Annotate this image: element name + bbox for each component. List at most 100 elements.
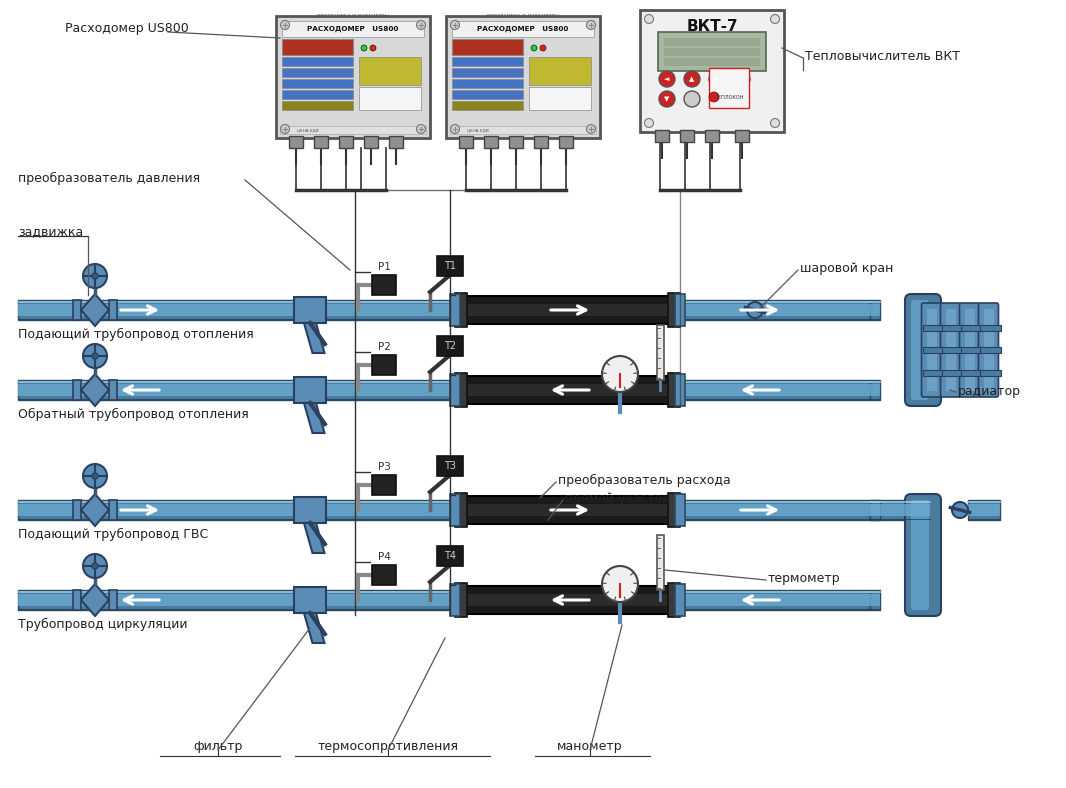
Circle shape [83, 344, 107, 368]
Text: ▼: ▼ [664, 96, 669, 102]
FancyBboxPatch shape [870, 590, 881, 610]
Text: ПРОГРАММНЫЕ ПАРАМЕТРЫ: ПРОГРАММНЫЕ ПАРАМЕТРЫ [317, 14, 389, 19]
Text: радиатор: радиатор [958, 385, 1021, 398]
FancyBboxPatch shape [675, 584, 685, 616]
FancyBboxPatch shape [455, 583, 467, 617]
FancyBboxPatch shape [452, 101, 522, 110]
FancyBboxPatch shape [534, 136, 548, 148]
FancyBboxPatch shape [282, 68, 353, 77]
FancyBboxPatch shape [911, 300, 928, 400]
FancyBboxPatch shape [389, 136, 403, 148]
Circle shape [602, 356, 637, 392]
FancyBboxPatch shape [109, 500, 117, 520]
FancyBboxPatch shape [372, 565, 395, 585]
FancyBboxPatch shape [452, 57, 522, 66]
FancyBboxPatch shape [280, 126, 426, 134]
FancyBboxPatch shape [18, 380, 455, 400]
FancyBboxPatch shape [289, 136, 303, 148]
FancyBboxPatch shape [18, 594, 455, 606]
Polygon shape [304, 613, 324, 643]
FancyBboxPatch shape [922, 325, 943, 330]
Circle shape [540, 45, 546, 51]
FancyBboxPatch shape [960, 347, 982, 353]
FancyBboxPatch shape [484, 136, 498, 148]
Polygon shape [304, 403, 324, 433]
FancyBboxPatch shape [18, 304, 455, 316]
FancyBboxPatch shape [276, 16, 430, 138]
FancyBboxPatch shape [968, 500, 1000, 520]
FancyBboxPatch shape [452, 39, 522, 55]
Circle shape [684, 71, 700, 87]
FancyBboxPatch shape [450, 494, 461, 526]
FancyBboxPatch shape [668, 293, 680, 327]
Text: преобразователь расхода: преобразователь расхода [558, 474, 731, 487]
Circle shape [83, 554, 107, 578]
Polygon shape [294, 297, 326, 323]
Circle shape [451, 125, 459, 133]
Circle shape [771, 14, 779, 24]
Circle shape [684, 91, 700, 107]
Circle shape [83, 464, 107, 488]
Text: Подающий трубопровод ГВС: Подающий трубопровод ГВС [18, 528, 208, 541]
FancyBboxPatch shape [664, 58, 760, 66]
FancyBboxPatch shape [364, 136, 378, 148]
FancyBboxPatch shape [455, 504, 680, 515]
Polygon shape [294, 587, 326, 613]
FancyBboxPatch shape [455, 385, 680, 396]
Circle shape [417, 125, 425, 133]
FancyBboxPatch shape [680, 300, 870, 320]
FancyBboxPatch shape [437, 256, 463, 276]
FancyBboxPatch shape [282, 79, 353, 88]
FancyBboxPatch shape [529, 57, 591, 85]
FancyBboxPatch shape [18, 384, 455, 396]
FancyBboxPatch shape [680, 384, 870, 396]
Circle shape [747, 302, 763, 318]
Circle shape [92, 563, 98, 569]
FancyBboxPatch shape [655, 130, 669, 142]
FancyBboxPatch shape [282, 39, 353, 55]
Circle shape [659, 91, 675, 107]
Circle shape [659, 71, 675, 87]
FancyBboxPatch shape [870, 380, 881, 400]
FancyBboxPatch shape [18, 504, 455, 516]
FancyBboxPatch shape [452, 68, 522, 77]
FancyBboxPatch shape [680, 590, 870, 610]
FancyBboxPatch shape [529, 87, 591, 110]
FancyBboxPatch shape [72, 590, 81, 610]
FancyBboxPatch shape [450, 584, 461, 616]
Circle shape [83, 264, 107, 288]
Polygon shape [81, 584, 109, 616]
Text: ВКТ-7: ВКТ-7 [687, 18, 738, 34]
Text: ПРОГРАММНЫЕ ПАРАМЕТРЫ: ПРОГРАММНЫЕ ПАРАМЕТРЫ [487, 14, 559, 19]
Polygon shape [294, 497, 326, 523]
Text: P1: P1 [377, 262, 390, 272]
FancyBboxPatch shape [941, 370, 963, 376]
FancyBboxPatch shape [675, 374, 685, 406]
Text: ►: ► [714, 76, 720, 82]
Text: термосопротивления: термосопротивления [318, 740, 458, 753]
FancyBboxPatch shape [452, 79, 522, 88]
Polygon shape [81, 494, 109, 526]
FancyBboxPatch shape [459, 136, 473, 148]
FancyBboxPatch shape [905, 494, 941, 616]
FancyBboxPatch shape [870, 594, 881, 606]
FancyBboxPatch shape [984, 309, 994, 391]
Circle shape [92, 473, 98, 479]
Circle shape [451, 20, 459, 29]
FancyBboxPatch shape [926, 309, 937, 391]
Text: T3: T3 [445, 461, 456, 471]
Text: РАСХОДОМЕР   US800: РАСХОДОМЕР US800 [478, 26, 568, 32]
FancyBboxPatch shape [870, 300, 881, 320]
FancyBboxPatch shape [922, 370, 943, 376]
FancyBboxPatch shape [437, 336, 463, 356]
FancyBboxPatch shape [359, 57, 420, 85]
FancyBboxPatch shape [680, 380, 870, 400]
FancyBboxPatch shape [18, 300, 455, 320]
Circle shape [709, 71, 725, 87]
Circle shape [370, 45, 376, 51]
Circle shape [709, 92, 718, 102]
Circle shape [645, 118, 653, 128]
Text: ТЕПЛОКОН: ТЕПЛОКОН [715, 95, 743, 99]
Text: T2: T2 [443, 341, 456, 351]
FancyBboxPatch shape [965, 309, 974, 391]
